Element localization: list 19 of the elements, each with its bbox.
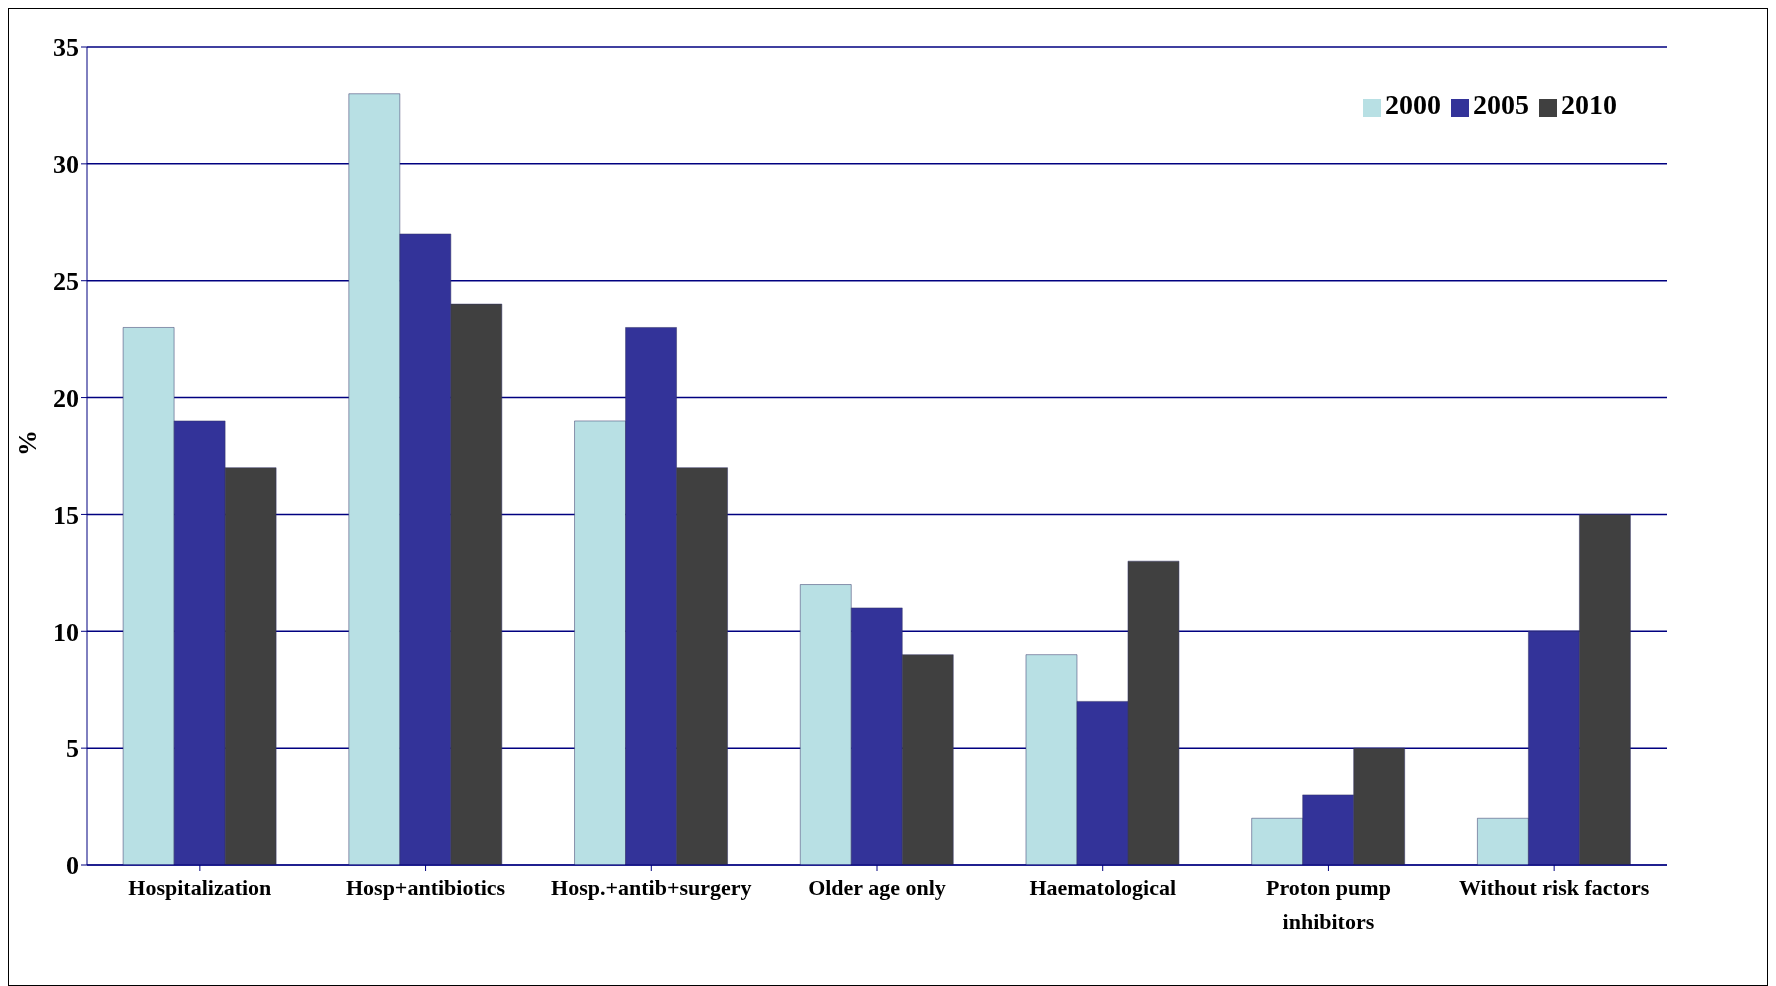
y-tick-label: 25 <box>53 266 79 296</box>
y-tick-label: 20 <box>53 383 79 413</box>
x-tick-label: Hosp+antibiotics <box>345 875 506 900</box>
legend-label: 2005 <box>1473 89 1529 120</box>
y-tick-label: 35 <box>53 33 79 63</box>
x-tick-label: Older age only <box>808 875 946 900</box>
y-tick-label: 10 <box>53 617 79 647</box>
x-tick-label: Proton pump inhibitors <box>1265 875 1391 934</box>
y-axis-title: % <box>13 430 43 456</box>
x-tick-label: Haematological <box>1029 875 1177 900</box>
x-tick-label: Hospitalization <box>128 875 272 900</box>
y-tick-label: 0 <box>66 851 79 881</box>
y-tick-label: 5 <box>66 734 79 764</box>
legend-label: 2000 <box>1385 89 1441 120</box>
x-tick-label: Without risk factors <box>1459 875 1650 900</box>
y-tick-label: 30 <box>53 150 79 180</box>
legend-label: 2010 <box>1561 89 1617 120</box>
x-tick-label: Hosp.+antib+surgery <box>551 875 752 900</box>
y-tick-label: 15 <box>53 500 79 530</box>
